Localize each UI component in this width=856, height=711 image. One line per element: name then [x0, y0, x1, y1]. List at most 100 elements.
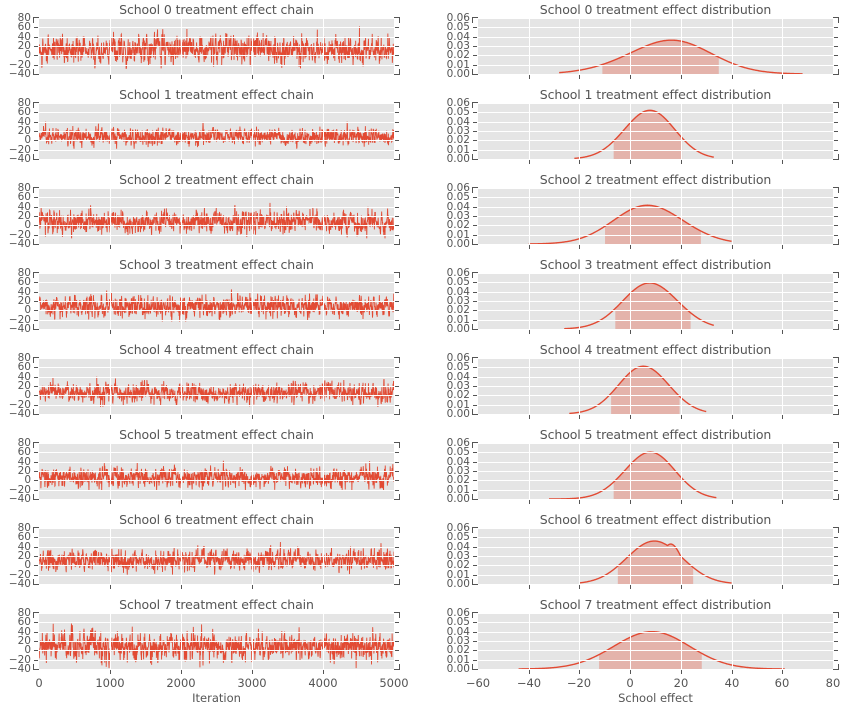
gridline-vertical	[110, 18, 111, 74]
axes-corner	[472, 527, 478, 533]
gridline-horizontal	[478, 55, 833, 56]
y-tick-right	[395, 207, 399, 208]
y-tick	[473, 37, 477, 38]
y-tick	[34, 556, 38, 557]
y-tick-right	[395, 292, 399, 293]
y-tick	[34, 46, 38, 47]
y-tick-right	[834, 556, 838, 557]
y-tick-label: 20	[17, 550, 31, 562]
y-tick-label: 40	[17, 456, 31, 468]
gridline-vertical	[782, 528, 783, 584]
axes-corner	[33, 272, 39, 278]
subplot-title: School 7 treatment effect chain	[119, 597, 314, 612]
x-tick	[181, 670, 182, 674]
gridline-horizontal	[478, 547, 833, 548]
y-tick	[473, 556, 477, 557]
y-tick-right	[834, 122, 838, 123]
y-tick	[34, 395, 38, 396]
gridline-horizontal	[39, 443, 394, 444]
gridline-vertical	[681, 103, 682, 159]
gridline-vertical	[782, 443, 783, 499]
x-tick-label: 4000	[308, 676, 338, 690]
y-tick	[473, 367, 477, 368]
gridline-horizontal	[39, 37, 394, 38]
y-tick-label: 60	[17, 531, 31, 543]
y-tick-label: 0.01	[446, 314, 470, 326]
gridline-horizontal	[39, 632, 394, 633]
y-tick	[473, 395, 477, 396]
subplot-title: School 0 treatment effect distribution	[539, 2, 772, 17]
subplot-title: School 3 treatment effect chain	[119, 257, 314, 272]
subplot-title: School 2 treatment effect distribution	[539, 172, 772, 187]
y-tick-label: 20	[17, 125, 31, 137]
x-tick	[529, 245, 530, 249]
y-tick-right	[395, 235, 399, 236]
axes-corner	[33, 69, 39, 75]
trace-line	[39, 26, 394, 69]
distribution-subplot: School 6 treatment effect distribution 0.…	[447, 512, 839, 590]
y-tick-right	[834, 405, 838, 406]
axes-corner	[472, 272, 478, 278]
y-tick-label: 40	[17, 626, 31, 638]
axes-corner	[33, 187, 39, 193]
y-tick	[34, 632, 38, 633]
gridline-vertical	[681, 443, 682, 499]
gridline-vertical	[732, 443, 733, 499]
y-tick-right	[834, 131, 838, 132]
gridline-vertical	[110, 188, 111, 244]
gridline-vertical	[181, 443, 182, 499]
distribution-subplot: School 2 treatment effect distribution 0.…	[447, 172, 839, 250]
gridline-horizontal	[39, 490, 394, 491]
x-tick-label: 0	[35, 676, 43, 690]
y-tick-label: 60	[17, 21, 31, 33]
y-tick-label: 60	[17, 361, 31, 373]
y-tick	[473, 320, 477, 321]
y-tick-label: 40	[17, 31, 31, 43]
gridline-vertical	[529, 18, 530, 74]
y-tick-label: −40	[8, 68, 31, 80]
chain-subplot: School 0 treatment effect chain 80 60 40 20 0…	[9, 2, 400, 80]
gridline-vertical	[529, 188, 530, 244]
y-tick	[473, 140, 477, 141]
y-tick	[473, 452, 477, 453]
gridline-horizontal	[478, 528, 833, 529]
y-tick-right	[395, 46, 399, 47]
y-tick-right	[834, 575, 838, 576]
x-tick	[529, 160, 530, 164]
gridline-horizontal	[39, 55, 394, 56]
axes-corner	[472, 17, 478, 23]
x-axis-label: School effect	[618, 691, 693, 705]
gridline-vertical	[110, 273, 111, 329]
y-tick	[34, 37, 38, 38]
y-tick-right	[395, 140, 399, 141]
y-tick-label: −20	[8, 484, 31, 496]
gridline-vertical	[323, 18, 324, 74]
gridline-horizontal	[478, 37, 833, 38]
gridline-horizontal	[39, 122, 394, 123]
y-tick-label: 0.03	[446, 40, 470, 52]
axes-corner	[394, 154, 400, 160]
x-tick	[323, 415, 324, 419]
gridline-horizontal	[39, 207, 394, 208]
subplot-title: School 4 treatment effect chain	[119, 342, 314, 357]
axes-corner	[833, 409, 839, 415]
axes-corner	[472, 409, 478, 415]
gridline-horizontal	[39, 452, 394, 453]
axes-corner	[472, 324, 478, 330]
y-tick-right	[395, 367, 399, 368]
gridline-vertical	[529, 358, 530, 414]
y-tick-right	[834, 537, 838, 538]
y-tick	[473, 225, 477, 226]
axes-corner	[33, 442, 39, 448]
trace-line	[39, 623, 394, 669]
y-tick-right	[834, 471, 838, 472]
y-tick-right	[395, 112, 399, 113]
gridline-vertical	[252, 443, 253, 499]
y-tick	[34, 575, 38, 576]
y-tick-right	[834, 112, 838, 113]
axes-corner	[472, 664, 478, 670]
y-tick	[34, 377, 38, 378]
gridline-horizontal	[39, 471, 394, 472]
axes-corner	[472, 239, 478, 245]
gridline-vertical	[732, 358, 733, 414]
